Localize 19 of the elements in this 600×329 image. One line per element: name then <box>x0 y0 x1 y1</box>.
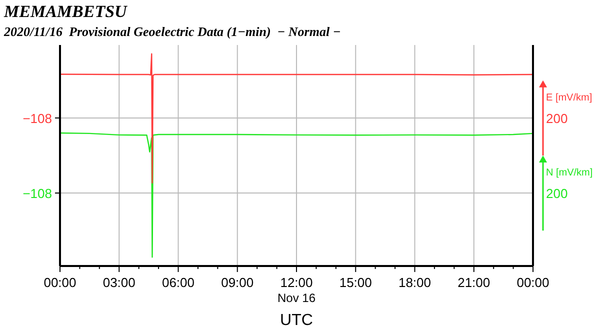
chart-title: MEMAMBETSU <box>3 2 128 21</box>
x-tick-label: 06:00 <box>162 275 195 290</box>
ref-line-label: −108 <box>22 186 52 202</box>
x-tick-label: 18:00 <box>398 275 432 290</box>
x-tick-label: 21:00 <box>458 275 490 290</box>
x-tick-label: 15:00 <box>339 275 372 290</box>
ref-line-label: −108 <box>22 110 52 126</box>
text: Nov 16 <box>277 291 316 305</box>
y-axis-title: E [mV/km] <box>546 92 592 104</box>
x-tick-label: 12:00 <box>280 275 313 290</box>
x-tick-label: 09:00 <box>221 275 254 290</box>
x-axis-title: UTC <box>280 312 313 329</box>
x-tick-label: 00:00 <box>516 275 550 290</box>
x-tick-label: 03:00 <box>102 275 136 290</box>
chart-subtitle: 2020/11/16 Provisional Geoelectric Data (1−min) − Normal − <box>3 24 341 39</box>
text: 200 <box>546 110 568 126</box>
text: 200 <box>546 186 568 202</box>
x-tick-label: 00:00 <box>44 275 76 290</box>
y2-axis-title: N [mV/km] <box>546 168 593 178</box>
